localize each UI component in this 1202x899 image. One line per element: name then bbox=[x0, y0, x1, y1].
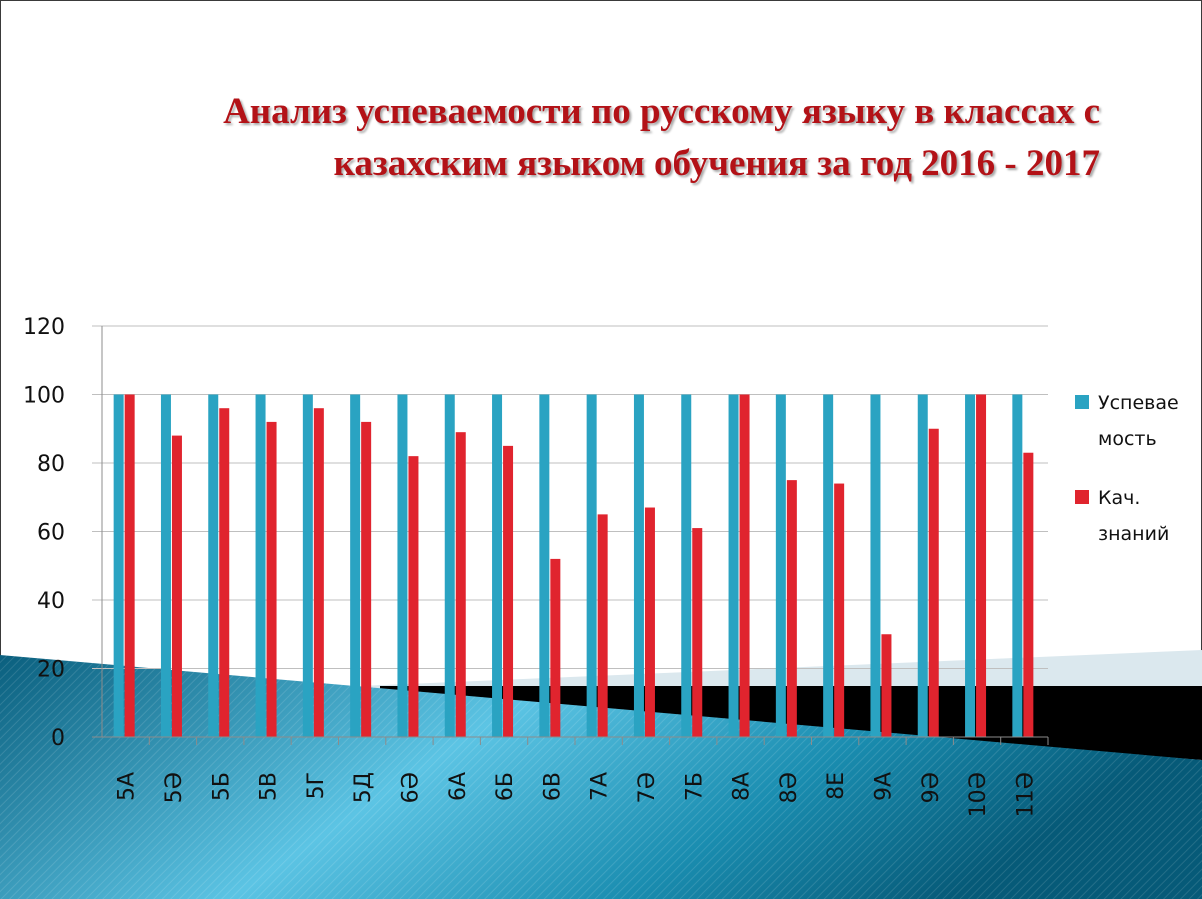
x-tick-label: 8Е bbox=[824, 772, 849, 800]
bar-uspevaemost-15 bbox=[823, 394, 834, 737]
bar-uspevaemost-10 bbox=[586, 394, 597, 737]
y-tick-label-0: 0 bbox=[51, 726, 65, 751]
bar-uspevaemost-5 bbox=[350, 394, 361, 737]
bar-uspevaemost-6 bbox=[397, 394, 408, 737]
bar-kach-znaniy-7 bbox=[455, 432, 466, 737]
bar-kach-znaniy-8 bbox=[503, 445, 514, 737]
y-tick-labels: 0 20 40 60 80 100 120 bbox=[23, 315, 65, 751]
bar-uspevaemost-7 bbox=[444, 394, 455, 737]
x-tick-label: 5Д bbox=[351, 772, 376, 803]
bar-uspevaemost-13 bbox=[728, 394, 739, 737]
x-tick-label: 6Ә bbox=[398, 772, 423, 803]
bar-kach-znaniy-13 bbox=[739, 394, 750, 737]
bar-kach-znaniy-5 bbox=[361, 421, 372, 737]
slide-title: Анализ успеваемости по русскому языку в … bbox=[60, 86, 1100, 190]
x-tick-label: 7А bbox=[588, 772, 613, 801]
legend-label-1-0: Кач. bbox=[1098, 487, 1140, 509]
legend-label-1-1: знаний bbox=[1098, 523, 1169, 545]
bar-uspevaemost-0 bbox=[113, 394, 124, 737]
bar-kach-znaniy-6 bbox=[408, 456, 419, 737]
bar-uspevaemost-19 bbox=[1012, 394, 1023, 737]
x-tick-label: 5Ә bbox=[162, 772, 187, 803]
bar-uspevaemost-9 bbox=[539, 394, 550, 737]
legend-label-0-0: Успевае bbox=[1098, 392, 1179, 414]
bar-kach-znaniy-15 bbox=[834, 483, 845, 737]
x-tick-label: 7Б bbox=[682, 772, 707, 801]
x-tick-label: 9Ә bbox=[919, 772, 944, 803]
x-tick-label: 5Г bbox=[304, 772, 329, 799]
x-tick-label: 8Ә bbox=[777, 772, 802, 803]
bar-uspevaemost-8 bbox=[492, 394, 503, 737]
y-tick-label-120: 120 bbox=[23, 315, 65, 340]
y-tick-label-80: 80 bbox=[37, 452, 65, 477]
y-tick-label-20: 20 bbox=[37, 658, 65, 683]
x-tick-label: 10Ә bbox=[966, 772, 991, 817]
bar-kach-znaniy-10 bbox=[597, 514, 608, 737]
bar-kach-znaniy-0 bbox=[124, 394, 135, 737]
x-tick-label: 5В bbox=[257, 772, 282, 801]
bar-kach-znaniy-12 bbox=[692, 528, 703, 737]
bar-kach-znaniy-17 bbox=[928, 428, 939, 737]
bar-uspevaemost-2 bbox=[208, 394, 219, 737]
bar-kach-znaniy-4 bbox=[313, 408, 324, 737]
gridlines bbox=[92, 325, 1048, 669]
x-tick-label: 5Б bbox=[209, 772, 234, 801]
bar-kach-znaniy-16 bbox=[881, 634, 892, 737]
x-tick-label: 8А bbox=[730, 772, 755, 801]
bar-kach-znaniy-19 bbox=[1023, 452, 1034, 737]
x-tick-label: 6А bbox=[446, 772, 471, 801]
bar-uspevaemost-3 bbox=[255, 394, 266, 737]
bar-kach-znaniy-1 bbox=[171, 435, 182, 737]
bar-kach-znaniy-18 bbox=[976, 394, 987, 737]
bar-kach-znaniy-14 bbox=[786, 480, 797, 737]
bar-uspevaemost-17 bbox=[917, 394, 928, 737]
legend-swatch-1 bbox=[1075, 490, 1089, 504]
legend-swatch-0 bbox=[1075, 395, 1089, 409]
x-tick-label: 11Ә bbox=[1013, 772, 1038, 817]
bars bbox=[113, 394, 1034, 737]
bar-uspevaemost-18 bbox=[965, 394, 976, 737]
bar-uspevaemost-4 bbox=[302, 394, 313, 737]
teal-wave-hatch bbox=[0, 655, 1202, 899]
x-tick-label: 9А bbox=[871, 772, 896, 801]
bar-uspevaemost-11 bbox=[633, 394, 644, 737]
title-line-1: Анализ успеваемости по русскому языку в … bbox=[223, 91, 1100, 132]
bar-kach-znaniy-3 bbox=[266, 421, 277, 737]
axes bbox=[92, 326, 1049, 745]
bar-kach-znaniy-9 bbox=[550, 558, 561, 737]
bar-kach-znaniy-11 bbox=[644, 507, 655, 737]
x-tick-label: 5А bbox=[115, 772, 140, 801]
y-tick-label-40: 40 bbox=[37, 589, 65, 614]
bar-uspevaemost-1 bbox=[160, 394, 171, 737]
y-tick-label-60: 60 bbox=[37, 521, 65, 546]
bar-kach-znaniy-2 bbox=[219, 408, 230, 737]
legend-label-0-1: мость bbox=[1098, 428, 1157, 450]
x-tick-label: 6Б bbox=[493, 772, 518, 801]
x-tick-labels: 5А 5Ә 5Б 5В 5Г 5Д 6Ә 6А 6Б 6В 7А 7Ә 7Б 8А 8Ә 8Е 9А 9Ә 10Ә 1… bbox=[115, 772, 1039, 817]
legend: Успевае мость Кач. знаний bbox=[1075, 392, 1179, 545]
bar-uspevaemost-12 bbox=[681, 394, 692, 737]
bar-uspevaemost-16 bbox=[870, 394, 881, 737]
y-tick-label-100: 100 bbox=[23, 384, 65, 409]
x-tick-label: 7Ә bbox=[635, 772, 660, 803]
title-line-2: казахским языком обучения за год 2016 - … bbox=[333, 143, 1100, 184]
x-tick-label: 6В bbox=[540, 772, 565, 801]
bar-uspevaemost-14 bbox=[775, 394, 786, 737]
